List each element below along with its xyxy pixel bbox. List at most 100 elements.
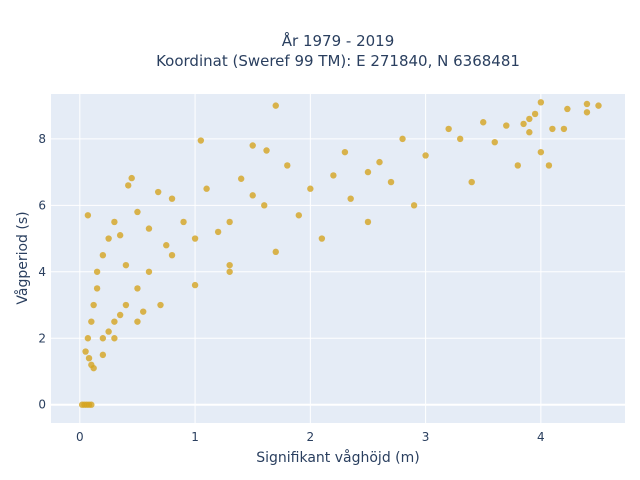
data-point <box>468 178 475 186</box>
data-point <box>111 335 118 342</box>
data-point <box>84 212 92 219</box>
chart-title-line1: År 1979 - 2019 <box>282 31 395 50</box>
data-point <box>191 281 199 289</box>
data-point <box>99 351 107 359</box>
data-point <box>84 335 92 342</box>
data-point <box>520 120 527 128</box>
data-point <box>157 301 164 309</box>
data-point <box>595 102 602 109</box>
data-point <box>272 102 279 109</box>
data-point <box>116 311 124 319</box>
data-point <box>537 148 545 156</box>
data-point <box>261 202 268 209</box>
data-point <box>90 301 97 309</box>
data-point <box>88 401 95 408</box>
data-point <box>445 125 452 133</box>
data-point <box>399 135 406 143</box>
data-point <box>364 168 372 176</box>
data-point <box>203 185 210 192</box>
data-point <box>514 162 522 169</box>
scatter-points <box>78 99 602 408</box>
y-tick-label: 6 <box>38 198 46 212</box>
data-point <box>125 182 132 189</box>
data-point <box>330 172 337 179</box>
data-point <box>82 348 89 355</box>
data-point <box>583 100 591 108</box>
y-tick-label: 0 <box>38 398 46 412</box>
data-point <box>145 225 153 232</box>
data-point <box>111 218 118 226</box>
data-point <box>88 318 95 325</box>
data-point <box>545 162 553 169</box>
data-point <box>560 125 568 133</box>
data-point <box>537 99 545 106</box>
data-point <box>134 208 141 216</box>
data-point <box>422 152 429 159</box>
data-point <box>364 218 372 226</box>
tick-labels: 0 1 2 3 4 0 2 4 6 8 <box>38 132 544 444</box>
data-point <box>168 251 176 259</box>
data-point <box>122 261 130 269</box>
data-point <box>263 147 270 154</box>
y-axis-title: Vågperiod (s) <box>14 211 31 304</box>
data-point <box>214 228 222 236</box>
data-point <box>226 261 233 269</box>
data-point <box>307 185 314 192</box>
data-point <box>105 235 112 242</box>
data-point <box>318 235 326 242</box>
data-point <box>491 138 498 146</box>
data-point <box>376 158 383 166</box>
data-point <box>226 268 233 275</box>
data-point <box>549 125 556 133</box>
data-point <box>180 218 187 226</box>
data-point <box>284 162 291 169</box>
data-point <box>197 137 205 144</box>
data-point <box>128 174 135 182</box>
data-point <box>249 142 256 149</box>
data-point <box>116 232 124 239</box>
y-tick-label: 4 <box>38 265 46 279</box>
data-point <box>111 318 118 325</box>
data-point <box>163 242 170 249</box>
data-point <box>140 308 147 315</box>
data-point <box>272 248 279 256</box>
data-point <box>456 135 464 143</box>
data-point <box>341 148 349 156</box>
data-point <box>249 192 256 199</box>
data-point <box>168 195 176 202</box>
x-tick-label: 1 <box>191 430 199 444</box>
y-tick-label: 8 <box>38 132 46 146</box>
data-point <box>93 268 101 275</box>
data-point <box>387 178 395 186</box>
data-point <box>295 212 303 219</box>
data-point <box>154 188 162 196</box>
data-point <box>134 318 141 325</box>
data-point <box>99 251 107 259</box>
data-point <box>226 218 233 226</box>
data-point <box>410 202 418 209</box>
data-point <box>85 354 93 362</box>
data-point <box>90 364 97 372</box>
data-point <box>105 328 112 335</box>
data-point <box>526 115 533 123</box>
data-point <box>237 175 245 182</box>
y-tick-label: 2 <box>38 331 46 345</box>
data-point <box>99 335 107 342</box>
x-tick-label: 2 <box>307 430 315 444</box>
x-axis-title: Signifikant våghöjd (m) <box>256 449 419 466</box>
data-point <box>93 285 101 292</box>
data-point <box>122 301 130 309</box>
x-tick-label: 3 <box>422 430 430 444</box>
data-point <box>480 119 487 126</box>
data-point <box>347 195 354 202</box>
plot-area <box>51 94 625 423</box>
data-point <box>191 235 199 242</box>
data-point <box>145 268 153 275</box>
chart-title-line2: Koordinat (Sweref 99 TM): E 271840, N 63… <box>156 52 520 70</box>
x-tick-label: 4 <box>537 430 545 444</box>
data-point <box>564 105 571 113</box>
data-point <box>503 122 510 129</box>
data-point <box>583 109 591 116</box>
data-point <box>134 285 141 292</box>
